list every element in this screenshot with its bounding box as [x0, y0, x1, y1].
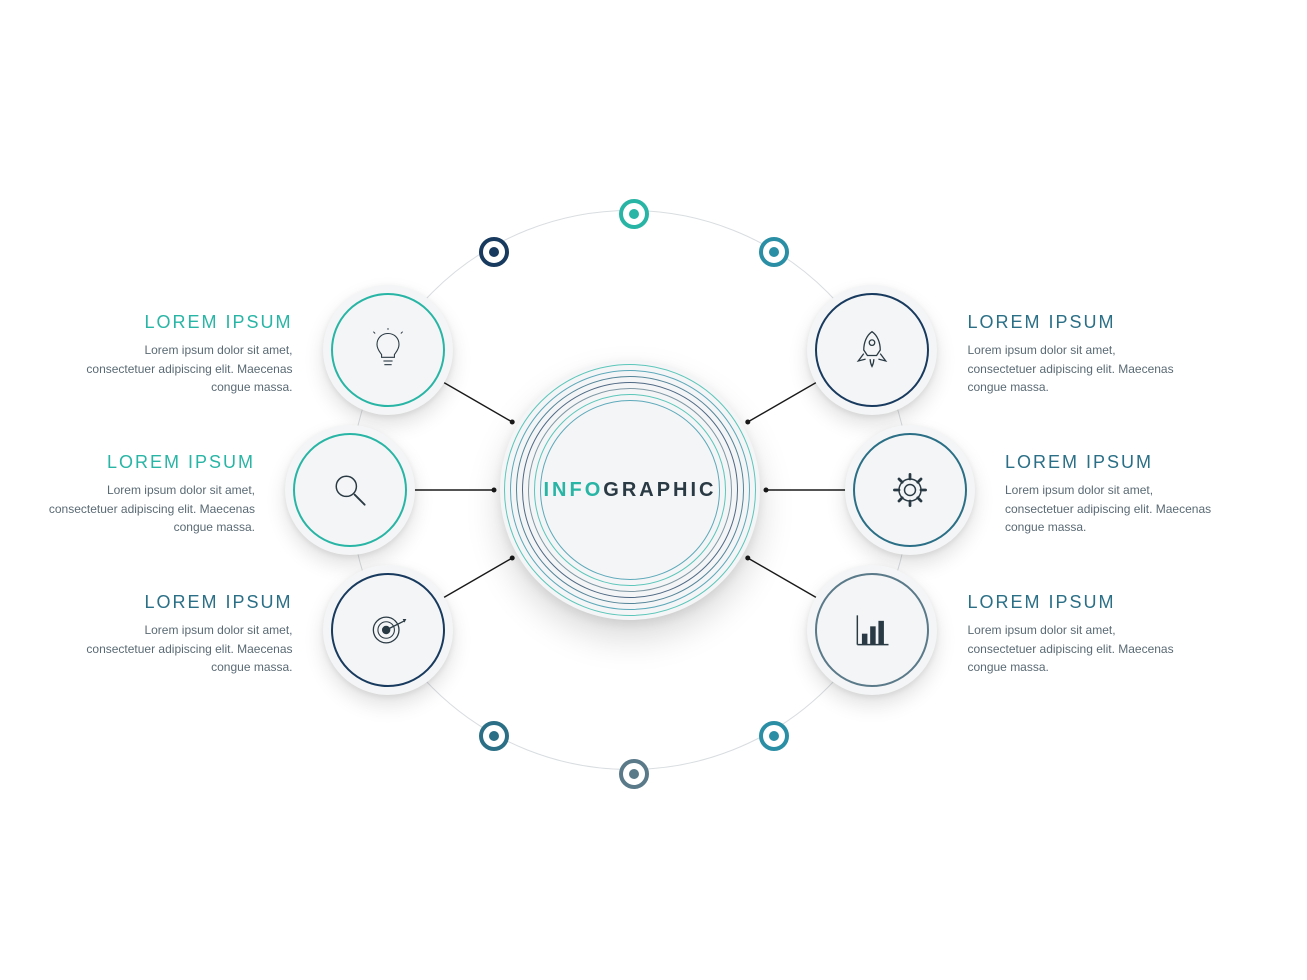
node-body: Lorem ipsum dolor sit amet, consectetuer… — [83, 341, 293, 397]
node-text-5: LOREM IPSUM Lorem ipsum dolor sit amet, c… — [967, 592, 1177, 677]
node-title: LOREM IPSUM — [967, 592, 1177, 613]
node-text-2: LOREM IPSUM Lorem ipsum dolor sit amet, c… — [45, 452, 255, 537]
target-icon — [366, 608, 410, 652]
orbit-dot — [759, 721, 789, 751]
rocket-icon — [850, 328, 894, 372]
node-body: Lorem ipsum dolor sit amet, consectetuer… — [967, 621, 1177, 677]
node-title: LOREM IPSUM — [83, 312, 293, 333]
orbit-dot — [479, 237, 509, 267]
node-body: Lorem ipsum dolor sit amet, consectetuer… — [967, 341, 1177, 397]
gear-icon — [888, 468, 932, 512]
node-text-3: LOREM IPSUM Lorem ipsum dolor sit amet, c… — [1005, 452, 1215, 537]
node-lightbulb — [323, 285, 453, 415]
node-text-4: LOREM IPSUM Lorem ipsum dolor sit amet, c… — [83, 592, 293, 677]
node-body: Lorem ipsum dolor sit amet, consectetuer… — [1005, 481, 1215, 537]
infographic-stage: INFOGRAPHIC LOREM IPSUM Lorem ipsum dolor … — [0, 0, 1307, 980]
magnifier-icon — [328, 468, 372, 512]
node-title: LOREM IPSUM — [83, 592, 293, 613]
orbit-dot — [759, 237, 789, 267]
node-text-1: LOREM IPSUM Lorem ipsum dolor sit amet, c… — [967, 312, 1177, 397]
node-barchart — [807, 565, 937, 695]
node-target — [323, 565, 453, 695]
node-title: LOREM IPSUM — [967, 312, 1177, 333]
node-gear — [845, 425, 975, 555]
node-title: LOREM IPSUM — [45, 452, 255, 473]
orbit-dot — [479, 721, 509, 751]
node-title: LOREM IPSUM — [1005, 452, 1215, 473]
node-magnifier — [285, 425, 415, 555]
center-hub: INFOGRAPHIC — [500, 360, 760, 620]
orbit-dot — [619, 199, 649, 229]
node-body: Lorem ipsum dolor sit amet, consectetuer… — [45, 481, 255, 537]
node-text-0: LOREM IPSUM Lorem ipsum dolor sit amet, c… — [83, 312, 293, 397]
node-rocket — [807, 285, 937, 415]
lightbulb-icon — [366, 328, 410, 372]
orbit-dot — [619, 759, 649, 789]
barchart-icon — [850, 608, 894, 652]
node-body: Lorem ipsum dolor sit amet, consectetuer… — [83, 621, 293, 677]
center-label: INFOGRAPHIC — [543, 479, 716, 502]
